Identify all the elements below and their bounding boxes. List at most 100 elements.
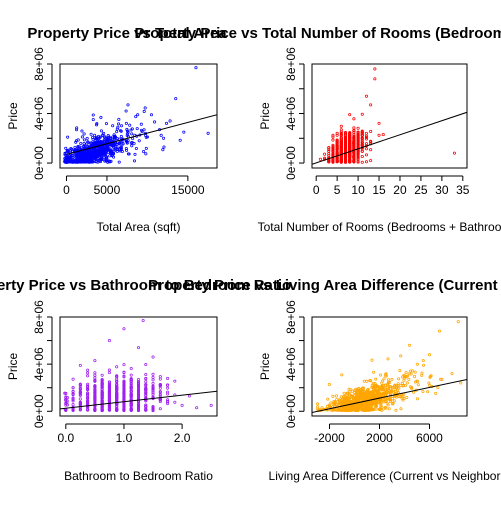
data-point [95,123,99,127]
data-point [144,408,148,412]
data-point [102,145,106,149]
x-tick-label: 15000 [171,183,205,197]
data-point [383,383,387,387]
data-point [136,393,141,397]
data-point [356,152,360,156]
data-point [397,386,401,390]
panel-4: Property Price vs Living Area Difference… [148,277,501,483]
data-point [331,160,335,164]
data-point [346,401,350,405]
data-point [122,375,126,379]
data-point [339,141,343,145]
data-point [100,385,104,389]
data-point [168,119,172,123]
data-point [398,369,402,373]
data-point [137,139,141,143]
data-point [437,329,442,333]
data-point [76,146,80,150]
data-point [369,404,373,408]
data-point [117,142,121,146]
data-point [335,139,339,143]
data-point [427,381,431,385]
regression-line [60,390,217,410]
data-point [323,156,327,160]
data-point [391,402,395,406]
data-point [96,157,100,161]
data-point [387,407,391,411]
data-point [354,392,358,396]
data-point [159,133,163,137]
data-point [79,158,83,162]
data-point [348,145,352,149]
data-point [115,130,119,134]
data-point [107,399,111,403]
data-point [352,126,356,130]
data-point [107,371,111,375]
data-point [73,145,77,149]
data-point [399,354,403,358]
data-point [327,152,331,156]
data-point [70,154,74,158]
data-point [151,385,155,389]
data-point [348,158,352,162]
data-point [390,377,394,381]
data-point [105,144,109,148]
data-point [84,158,88,162]
data-point [78,155,82,159]
data-point [331,150,335,154]
data-point [373,67,377,71]
data-point [381,133,385,137]
data-point [360,129,364,133]
data-point [370,358,374,362]
x-axis-label: Total Number of Rooms (Bedrooms + Bathro… [258,220,501,234]
data-point [173,400,177,404]
data-point [377,401,381,405]
data-point [100,408,104,412]
data-point [86,384,90,388]
data-point [342,391,346,395]
data-point [409,372,413,376]
data-point [394,386,398,390]
data-point [369,395,373,399]
data-point [162,145,166,149]
data-point [87,159,91,164]
data-point [343,160,348,164]
data-point [76,159,80,163]
data-point [133,152,137,156]
data-point [407,377,411,381]
data-point [128,123,132,127]
data-point [63,152,67,156]
data-point [124,146,128,151]
data-point [86,140,90,144]
data-point [372,370,376,374]
plot-frame [311,316,468,417]
data-point [328,405,332,409]
data-point [78,407,82,411]
data-point [115,408,119,412]
x-tick-label: 10 [351,183,365,197]
data-point [122,327,126,331]
data-point [372,384,376,388]
data-point [396,382,400,386]
data-point [360,137,364,141]
data-point [80,129,84,133]
data-point [100,373,104,377]
data-point [316,407,320,411]
data-point [144,372,148,377]
x-tick-label: 2.0 [174,431,191,445]
data-point [132,159,137,163]
data-point [142,128,146,132]
data-point [103,135,107,139]
data-point [368,408,372,412]
data-point [144,390,148,394]
data-point [346,409,350,413]
data-point [352,155,356,159]
data-point [337,408,341,412]
data-point [96,137,100,141]
data-point [71,403,75,407]
data-point [360,160,364,164]
data-point [387,380,391,384]
data-point [363,397,367,401]
data-point [107,392,111,396]
data-point [364,142,368,146]
